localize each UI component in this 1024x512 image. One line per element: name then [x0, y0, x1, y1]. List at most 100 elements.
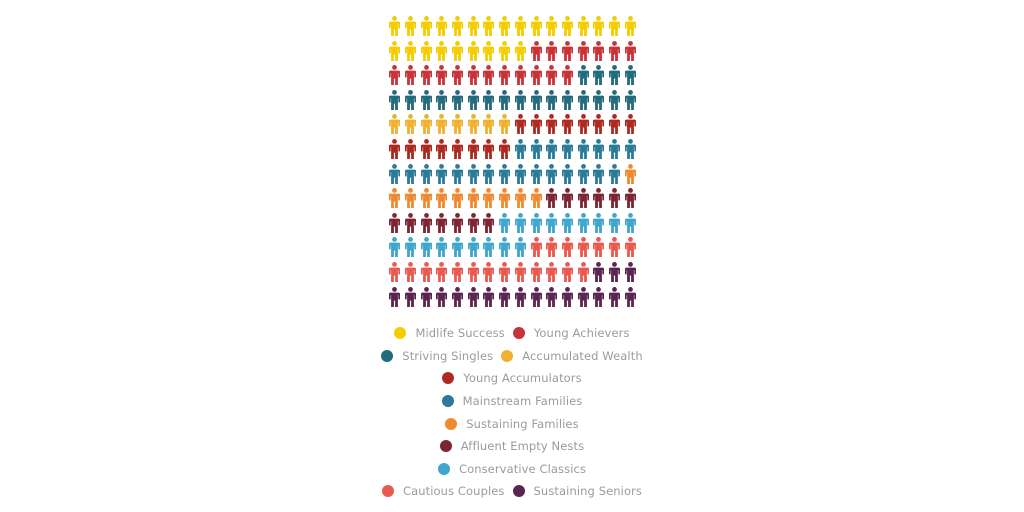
person-icon — [418, 237, 434, 259]
person-icon — [434, 188, 450, 210]
person-icon — [513, 237, 529, 259]
person-icon — [607, 163, 623, 186]
person-icon — [622, 237, 638, 259]
person-icon — [434, 163, 450, 186]
person-icon — [403, 138, 419, 161]
legend-item[interactable]: Sustaining Seniors — [512, 484, 642, 498]
legend-dot-icon — [442, 372, 455, 385]
person-icon — [528, 65, 544, 87]
person-icon — [497, 65, 513, 87]
person-icon — [450, 16, 466, 38]
legend-item[interactable]: Midlife Success — [394, 326, 505, 341]
legend-label: Cautious Couples — [402, 484, 505, 499]
legend-item[interactable]: Mainstream Families — [441, 394, 583, 408]
person-icon — [622, 261, 638, 284]
person-icon — [560, 40, 576, 63]
legend-dot-icon — [381, 349, 394, 362]
person-icon — [591, 89, 607, 112]
person-icon — [575, 163, 591, 186]
person-icon — [403, 286, 419, 309]
person-icon — [387, 237, 403, 259]
person-icon — [434, 286, 450, 309]
legend-row: Affluent Empty Nests — [0, 435, 1024, 458]
icon-row — [387, 65, 639, 90]
legend-dot-icon — [512, 485, 525, 498]
person-icon — [528, 261, 544, 284]
legend-row: Striving Singles Accumulated Wealth — [0, 345, 1024, 368]
person-icon — [450, 40, 466, 63]
icon-row — [387, 212, 639, 238]
person-icon — [607, 237, 623, 259]
person-icon — [591, 65, 607, 87]
person-icon — [497, 286, 513, 309]
person-icon — [481, 65, 497, 87]
icon-row — [387, 188, 639, 213]
person-icon — [465, 286, 481, 309]
person-icon — [544, 16, 560, 38]
person-icon — [528, 163, 544, 186]
person-icon — [622, 163, 638, 186]
legend-label: Striving Singles — [402, 348, 494, 363]
person-icon — [622, 138, 638, 161]
person-icon — [465, 89, 481, 112]
person-icon — [403, 188, 419, 210]
legend-row: Cautious Couples Sustaining Seniors — [0, 480, 1024, 503]
legend-item[interactable]: Young Achievers — [512, 326, 630, 340]
person-icon — [434, 65, 450, 87]
person-icon — [418, 163, 434, 186]
legend-item[interactable]: Accumulated Wealth — [501, 349, 643, 363]
person-icon — [513, 16, 529, 38]
legend: Midlife Success Young Achievers Striving S… — [0, 322, 1024, 503]
icon-row — [387, 16, 639, 41]
person-icon — [497, 188, 513, 210]
person-icon — [450, 89, 466, 112]
person-icon — [450, 65, 466, 87]
icon-row — [387, 138, 639, 164]
person-icon — [465, 138, 481, 161]
person-icon — [528, 114, 544, 136]
person-icon — [418, 138, 434, 161]
person-icon — [465, 188, 481, 210]
icon-row — [387, 40, 639, 66]
person-icon — [513, 286, 529, 309]
person-icon — [387, 261, 403, 284]
legend-item[interactable]: Cautious Couples — [381, 484, 505, 499]
legend-dot-icon — [445, 417, 458, 430]
person-icon — [607, 89, 623, 112]
person-icon — [513, 89, 529, 112]
person-icon — [481, 40, 497, 63]
person-icon — [560, 16, 576, 38]
person-icon — [513, 138, 529, 161]
legend-dot-icon — [437, 462, 450, 475]
legend-item[interactable]: Conservative Classics — [437, 462, 586, 476]
person-icon — [591, 163, 607, 186]
person-icon — [575, 188, 591, 210]
icon-row — [387, 261, 639, 287]
person-icon — [622, 40, 638, 63]
person-icon — [513, 40, 529, 63]
legend-label: Midlife Success — [415, 326, 505, 341]
legend-item[interactable]: Young Accumulators — [442, 371, 582, 385]
person-icon — [481, 261, 497, 284]
icon-row — [387, 286, 639, 312]
person-icon — [560, 261, 576, 284]
person-icon — [465, 114, 481, 136]
legend-item[interactable]: Striving Singles — [381, 349, 493, 363]
person-icon — [622, 89, 638, 112]
legend-item[interactable]: Affluent Empty Nests — [439, 439, 584, 453]
person-icon — [513, 163, 529, 186]
person-icon — [434, 40, 450, 63]
icon-row — [387, 163, 639, 189]
person-icon — [465, 212, 481, 235]
person-icon — [481, 286, 497, 309]
person-icon — [465, 237, 481, 259]
person-icon — [434, 16, 450, 38]
person-icon — [560, 138, 576, 161]
legend-item[interactable]: Sustaining Families — [445, 417, 579, 431]
person-icon — [465, 65, 481, 87]
person-icon — [450, 237, 466, 259]
person-icon — [560, 163, 576, 186]
legend-dot-icon — [501, 349, 514, 362]
legend-row: Conservative Classics — [0, 458, 1024, 481]
legend-dot-icon — [439, 440, 452, 453]
